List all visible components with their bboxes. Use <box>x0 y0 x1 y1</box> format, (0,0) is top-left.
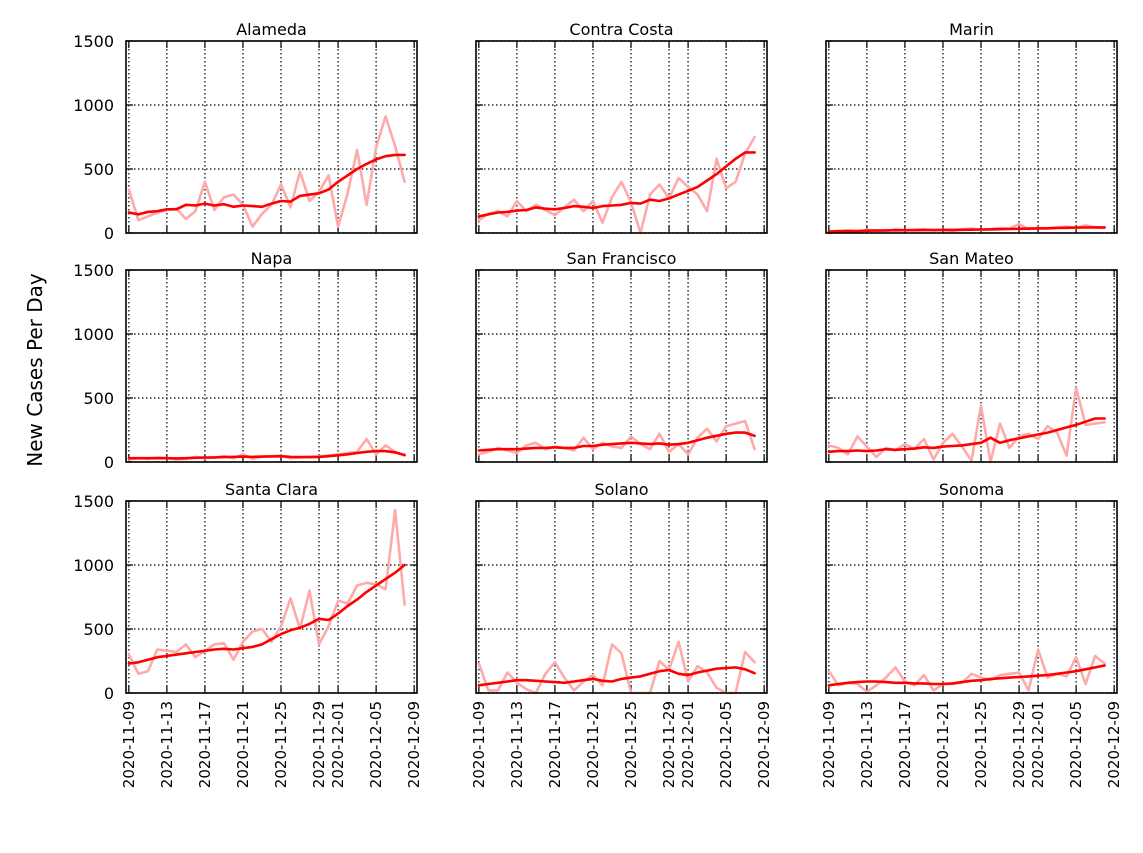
plot-frame <box>125 269 418 463</box>
average-cases-line <box>477 431 756 452</box>
average-cases-line <box>477 151 756 218</box>
daily-cases-line <box>827 648 1106 694</box>
panel-title: Sonoma <box>939 480 1004 499</box>
x-tick-label: 2020-12-05 <box>1067 701 1085 788</box>
panel-napa: 0 500 1000 1500 Napa <box>73 249 418 472</box>
y-axis-label: New Cases Per Day <box>23 273 47 467</box>
daily-cases-line <box>477 419 756 456</box>
average-cases-line <box>827 226 1106 233</box>
x-tick-label: 2020-11-09 <box>120 701 138 788</box>
average-cases-line <box>477 666 756 687</box>
x-tick-label: 2020-11-29 <box>660 701 678 788</box>
plot-frame <box>825 40 1118 234</box>
x-tick-label: 2020-12-05 <box>367 701 385 788</box>
x-tick-label: 2020-11-13 <box>158 701 176 788</box>
average-cases-line <box>127 563 406 665</box>
x-tick-label: 2020-12-09 <box>1105 701 1123 788</box>
y-tick-label: 500 <box>83 160 114 179</box>
x-tick-label: 2020-11-21 <box>234 701 252 788</box>
panel-contra-costa: Contra Costa <box>475 20 768 235</box>
daily-cases-line <box>477 135 756 235</box>
plot-frame <box>125 500 418 694</box>
x-tick-label: 2020-11-25 <box>622 701 640 788</box>
plot-frame <box>475 500 768 694</box>
x-tick-label: 2020-11-21 <box>584 701 602 788</box>
plot-frame <box>125 40 418 234</box>
daily-cases-line <box>827 386 1106 464</box>
x-tick-label: 2020-11-17 <box>546 701 564 788</box>
panel-title: Solano <box>594 480 648 499</box>
x-tick-label: 2020-11-25 <box>972 701 990 788</box>
y-tick-label: 0 <box>104 224 114 243</box>
panel-san-mateo: San Mateo <box>825 249 1118 464</box>
daily-cases-line <box>127 508 406 676</box>
panel-san-francisco: San Francisco <box>475 249 768 463</box>
y-tick-label: 0 <box>104 453 114 472</box>
panel-title: San Francisco <box>567 249 677 268</box>
panel-title: San Mateo <box>929 249 1014 268</box>
y-tick-label: 1500 <box>73 32 114 51</box>
x-tick-label: 2020-11-17 <box>196 701 214 788</box>
y-tick-label: 1000 <box>73 556 114 575</box>
x-tick-label: 2020-11-09 <box>820 701 838 788</box>
x-tick-label: 2020-11-21 <box>934 701 952 788</box>
x-tick-label: 2020-11-17 <box>896 701 914 788</box>
daily-cases-line <box>477 640 756 695</box>
y-tick-label: 0 <box>104 684 114 703</box>
panel-sonoma: 2020-11-09 2020-11-13 2020-11-17 2020-11-21… <box>820 480 1123 788</box>
plot-frame <box>475 269 768 463</box>
y-tick-label: 500 <box>83 389 114 408</box>
panel-alameda: 0 500 1000 1500 Alameda <box>73 20 418 243</box>
x-tick-label: 2020-11-09 <box>470 701 488 788</box>
average-cases-line <box>827 417 1106 454</box>
average-cases-line <box>827 664 1106 687</box>
x-tick-label: 2020-12-01 <box>679 701 697 788</box>
y-tick-label: 1500 <box>73 261 114 280</box>
panel-title: Contra Costa <box>569 20 673 39</box>
y-tick-label: 1500 <box>73 492 114 511</box>
plot-frame <box>825 269 1118 463</box>
panel-title: Santa Clara <box>225 480 318 499</box>
x-tick-label: 2020-11-13 <box>858 701 876 788</box>
panel-title: Marin <box>949 20 994 39</box>
x-tick-label: 2020-12-09 <box>755 701 773 788</box>
panel-marin: Marin <box>825 20 1118 234</box>
plot-frame <box>825 500 1118 694</box>
plot-frame <box>475 40 768 234</box>
x-tick-label: 2020-11-29 <box>1010 701 1028 788</box>
x-tick-label: 2020-12-05 <box>717 701 735 788</box>
x-tick-label: 2020-11-13 <box>508 701 526 788</box>
y-tick-label: 1000 <box>73 96 114 115</box>
x-tick-label: 2020-12-01 <box>1029 701 1047 788</box>
x-tick-label: 2020-11-25 <box>272 701 290 788</box>
y-tick-label: 1000 <box>73 325 114 344</box>
panel-solano: 2020-11-09 2020-11-13 2020-11-17 2020-11-21… <box>470 480 773 788</box>
panel-title: Alameda <box>236 20 307 39</box>
average-cases-line <box>127 449 406 460</box>
x-tick-label: 2020-11-29 <box>310 701 328 788</box>
average-cases-line <box>127 153 406 216</box>
x-tick-label: 2020-12-09 <box>405 701 423 788</box>
panel-title: Napa <box>251 249 293 268</box>
x-tick-label: 2020-12-01 <box>329 701 347 788</box>
y-tick-label: 500 <box>83 620 114 639</box>
panel-santa-clara: 2020-11-09 2020-11-13 2020-11-17 2020-11-21… <box>73 480 423 788</box>
